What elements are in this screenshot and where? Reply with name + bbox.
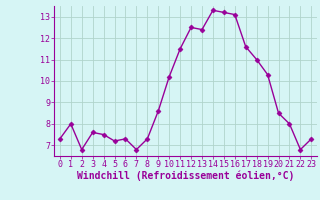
X-axis label: Windchill (Refroidissement éolien,°C): Windchill (Refroidissement éolien,°C) [77,171,294,181]
